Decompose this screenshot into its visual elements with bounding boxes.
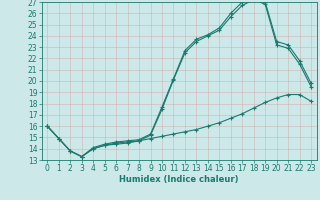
X-axis label: Humidex (Indice chaleur): Humidex (Indice chaleur) — [119, 175, 239, 184]
